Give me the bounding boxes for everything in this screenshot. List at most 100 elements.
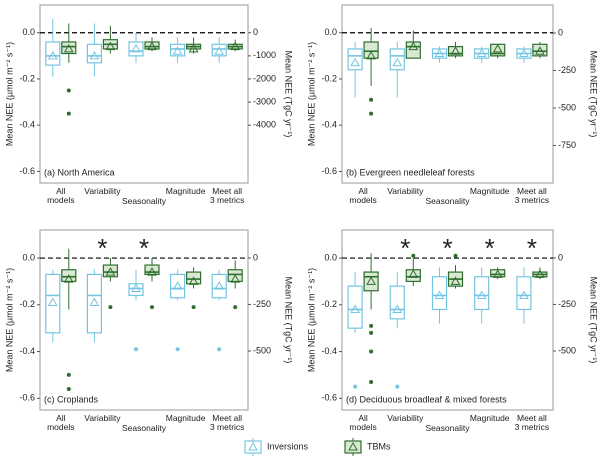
mean-marker: [172, 281, 183, 290]
x-tick-label: Meet all 3 metrics: [209, 186, 245, 205]
y2-tick-label: -2000: [253, 73, 276, 83]
box: [144, 264, 160, 276]
mean-marker: [47, 297, 58, 306]
y2-tick-label: -250: [253, 299, 271, 309]
panel-label: (a) North America: [44, 167, 115, 177]
x-tick-label: Seasonality: [122, 196, 166, 206]
plot-frame: [39, 229, 249, 411]
mean-marker: [434, 290, 445, 299]
outlier: [233, 305, 238, 310]
y-tick-label: 0.0: [22, 252, 35, 262]
y-tick-label: -0.2: [321, 73, 337, 83]
mean-marker: [492, 43, 503, 53]
y2-tick-label: -750: [558, 140, 576, 150]
x-tick-label: Meet all 3 metrics: [514, 413, 550, 432]
y-axis-label: Mean NEE (µmol m⁻² s⁻¹): [4, 42, 14, 146]
mean-marker: [408, 269, 419, 278]
y2-tick-label: -250: [558, 299, 576, 309]
mean-marker: [492, 269, 503, 278]
mean-marker: [105, 267, 116, 276]
y2-axis-label: Mean NEE (TgC yr⁻¹): [589, 51, 599, 138]
box: [170, 43, 186, 57]
y2-tick-label: -500: [558, 345, 576, 355]
box: [431, 276, 448, 311]
y2-tick-label: 0: [558, 252, 563, 262]
outlier: [191, 305, 196, 310]
legend-label: TBMs: [367, 441, 391, 451]
x-tick-label: Magnitude: [469, 186, 510, 196]
box: [405, 269, 421, 283]
y-tick-label: -0.6: [321, 166, 337, 176]
box: [128, 283, 144, 297]
y2-tick-label: -3000: [253, 96, 276, 106]
y-tick-label: -0.2: [321, 299, 337, 309]
mean-marker: [172, 46, 183, 55]
y-axis-label: Mean NEE (µmol m⁻² s⁻¹): [306, 42, 316, 146]
outlier: [66, 386, 71, 391]
y2-tick-label: 0: [558, 27, 563, 37]
mean-marker: [147, 267, 157, 276]
y-tick-label: -0.4: [19, 346, 35, 356]
mean-marker: [230, 274, 241, 283]
box: [170, 273, 186, 299]
mean-marker: [131, 43, 141, 53]
x-tick-label: Variability: [387, 413, 424, 423]
mean-marker: [63, 274, 74, 283]
y-tick-label: -0.4: [321, 120, 337, 130]
mean-marker: [408, 41, 419, 51]
y-tick-label: 0.0: [22, 27, 35, 37]
mean-marker: [147, 41, 157, 51]
outlier: [353, 384, 358, 389]
y-tick-label: -0.6: [19, 393, 35, 403]
outlier: [66, 111, 71, 116]
significance-marker: *: [485, 233, 495, 263]
y2-tick-label: -500: [253, 345, 271, 355]
box: [211, 273, 227, 299]
y-tick-label: 0.0: [324, 27, 337, 37]
plot-frame: [39, 4, 249, 184]
box: [516, 276, 532, 311]
mean-marker: [392, 304, 403, 313]
x-tick-label: Seasonality: [425, 423, 470, 433]
x-tick-label: Magnitude: [165, 186, 206, 196]
y2-tick-label: -500: [558, 102, 576, 112]
mean-marker: [366, 50, 376, 60]
panel-label: (c) Croplands: [44, 394, 99, 404]
legend-mean: [348, 441, 358, 451]
mean-marker: [89, 50, 100, 60]
outlier: [369, 97, 374, 102]
significance-marker: *: [442, 233, 452, 263]
box: [211, 43, 227, 57]
outlier: [369, 379, 374, 384]
legend-mean: [248, 441, 258, 451]
mean-marker: [188, 43, 199, 53]
x-tick-label: All models: [47, 186, 75, 205]
y-tick-label: -0.2: [19, 299, 35, 309]
box: [474, 276, 490, 311]
mean-marker: [131, 283, 141, 292]
plot-frame: [341, 4, 554, 184]
outlier: [108, 305, 113, 310]
y2-tick-label: -4000: [253, 120, 276, 130]
mean-marker: [434, 48, 445, 58]
mean-marker: [350, 57, 360, 67]
outlier: [369, 330, 374, 335]
outlier: [175, 347, 180, 352]
x-tick-label: All models: [349, 413, 377, 432]
box: [389, 285, 405, 320]
box: [61, 41, 77, 55]
box: [363, 41, 379, 59]
mean-marker: [476, 290, 487, 299]
plot-frame: [341, 229, 554, 411]
mean-marker: [392, 57, 403, 67]
box: [102, 264, 119, 278]
mean-marker: [535, 46, 545, 55]
mean-marker: [476, 48, 487, 58]
y-tick-label: -0.4: [19, 120, 35, 130]
mean-marker: [535, 269, 545, 278]
significance-marker: *: [139, 233, 149, 263]
outlier: [395, 384, 400, 389]
significance-marker: *: [97, 233, 107, 263]
